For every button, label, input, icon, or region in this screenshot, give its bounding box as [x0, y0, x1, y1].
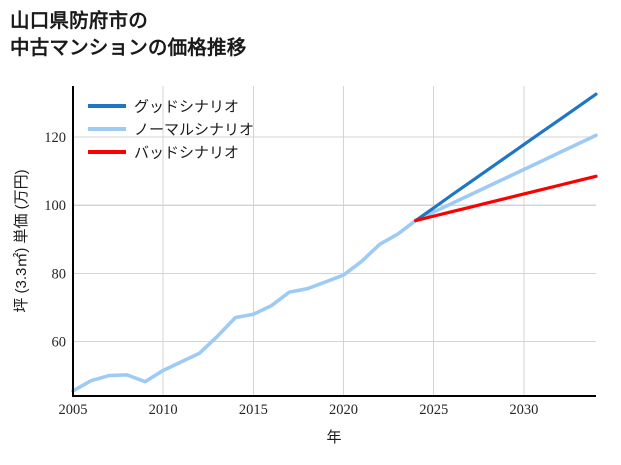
legend-label: ノーマルシナリオ — [134, 123, 254, 139]
x-tick-label: 2005 — [59, 402, 88, 418]
y-tick-label: 120 — [44, 130, 66, 146]
series-line-バッドシナリオ — [414, 174, 598, 223]
axis-spines — [71, 86, 596, 398]
x-tick-label: 2030 — [509, 402, 538, 418]
x-tick-label: 2015 — [239, 402, 268, 418]
series-line-グッドシナリオ — [414, 92, 598, 223]
legend-label: グッドシナリオ — [134, 99, 239, 116]
gridlines — [72, 86, 596, 396]
y-tick-label: 100 — [44, 198, 66, 214]
page-title: 山口県防府市の 中古マンションの価格推移 — [10, 10, 247, 59]
y-tick-label: 60 — [52, 334, 67, 350]
series-group — [71, 92, 598, 393]
x-axis-title: 年 — [326, 429, 341, 446]
series-line-ノーマルシナリオ — [71, 133, 598, 393]
x-tick-label: 2010 — [149, 402, 178, 418]
y-axis-title: 坪 (3.3㎡) 単価 (万円) — [13, 169, 30, 312]
x-tick-label: 2020 — [329, 402, 358, 418]
y-tick-labels: 60 80 100 120 — [44, 130, 66, 350]
x-tick-label: 2025 — [419, 402, 448, 418]
y-tick-label: 80 — [52, 266, 67, 282]
x-tick-labels: 2005 2010 2015 2020 2025 2030 — [59, 402, 539, 418]
legend-label: バッドシナリオ — [134, 146, 239, 162]
